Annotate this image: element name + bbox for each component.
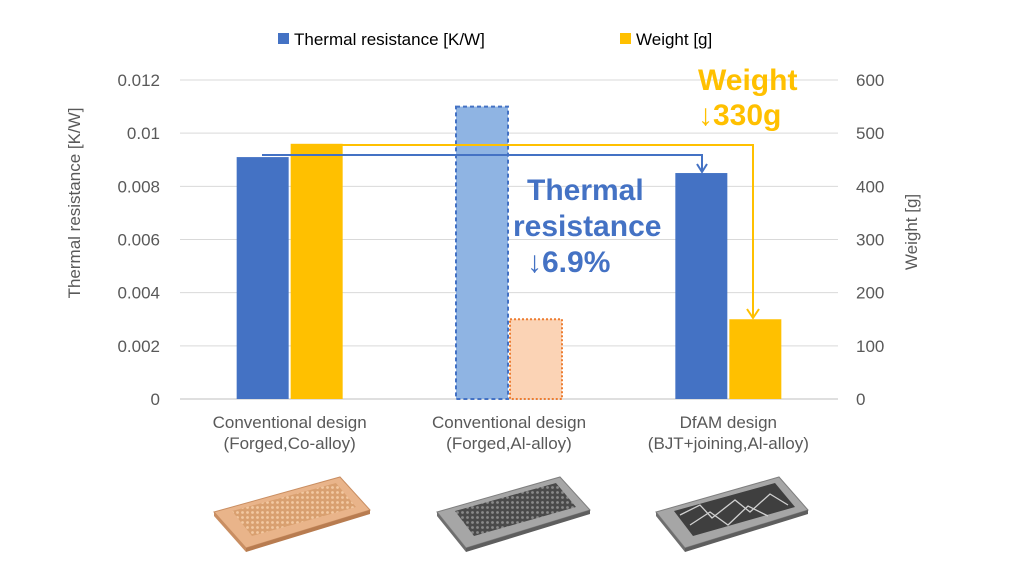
y-axis-right-title: Weight [g] [902, 194, 921, 270]
weight-arrow-head [746, 308, 760, 320]
y-right-tick-label: 100 [856, 337, 884, 356]
legend-label-weight: Weight [g] [636, 30, 712, 49]
thermal-annotation-line1: Thermal [527, 174, 644, 207]
weight-annotation-line2: ↓330g [698, 99, 781, 132]
bars [236, 105, 782, 400]
copper-heat-sink-image [213, 476, 371, 552]
category-label: DfAM design [680, 413, 777, 432]
legend-swatch-thermal [278, 33, 289, 44]
category-label: (BJT+joining,Al-alloy) [648, 434, 809, 453]
category-label: Conventional design [213, 413, 367, 432]
bar-thermal-resistance [236, 157, 289, 399]
bar-thermal-resistance [455, 105, 509, 400]
dfam-heat-sink-image [655, 476, 809, 552]
legend: Thermal resistance [K/W] Weight [g] [278, 30, 712, 49]
category-labels: Conventional design (Forged,Co-alloy) Conv… [213, 413, 809, 453]
y-right-tick-label: 600 [856, 71, 884, 90]
y-left-tick-label: 0.01 [127, 124, 160, 143]
y-axis-left-title: Thermal resistance [K/W] [65, 108, 84, 299]
aluminum-heat-sink-image [436, 476, 591, 552]
category-label: (Forged,Al-alloy) [446, 434, 572, 453]
y-left-tick-label: 0.012 [117, 71, 160, 90]
y-left-tick-label: 0.004 [117, 284, 160, 303]
legend-swatch-weight [620, 33, 631, 44]
y-left-tick-label: 0.006 [117, 231, 160, 250]
y-right-tick-label: 400 [856, 177, 884, 196]
y-left-tick-label: 0 [151, 390, 160, 409]
thermal-arrow-head [696, 163, 708, 174]
y-left-tick-label: 0.002 [117, 337, 160, 356]
axis-ticks: 0 0 0.002 100 0.004 200 0.006 300 0.008 400 0.01 50… [117, 71, 884, 409]
y-right-tick-label: 200 [856, 284, 884, 303]
y-left-tick-label: 0.008 [117, 177, 160, 196]
weight-annotation-line1: Weight [698, 64, 797, 97]
y-right-tick-label: 500 [856, 124, 884, 143]
category-label: (Forged,Co-alloy) [224, 434, 356, 453]
bar-thermal-resistance [675, 173, 728, 399]
y-right-tick-label: 0 [856, 390, 865, 409]
bar-weight [290, 143, 343, 399]
legend-label-thermal: Thermal resistance [K/W] [294, 30, 485, 49]
category-label: Conventional design [432, 413, 586, 432]
bar-weight [509, 318, 563, 400]
weight-reduction-arrow [314, 144, 754, 316]
thermal-annotation-line3: ↓6.9% [527, 246, 610, 279]
bar-weight [729, 319, 782, 399]
thermal-reduction-arrow [262, 154, 703, 170]
thermal-annotation-line2: resistance [513, 210, 661, 243]
y-right-tick-label: 300 [856, 231, 884, 250]
